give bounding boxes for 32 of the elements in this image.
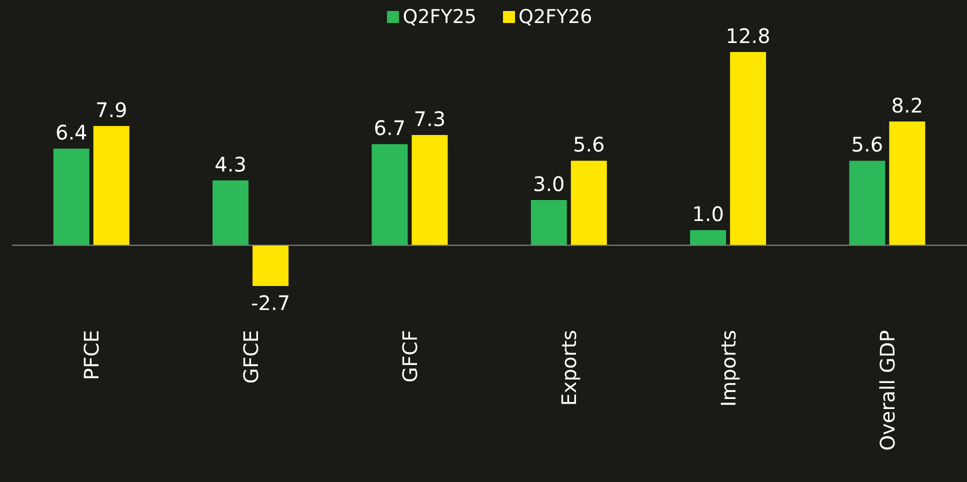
- data-label: 8.2: [891, 93, 924, 118]
- bar: [690, 230, 726, 246]
- bar: [730, 52, 766, 246]
- x-tick-label: Imports: [716, 330, 740, 407]
- data-label: 12.8: [726, 24, 770, 48]
- bar: [412, 135, 448, 246]
- bar: [212, 180, 249, 246]
- bar: [849, 160, 886, 246]
- data-label: 5.6: [572, 132, 605, 157]
- x-tick-label: Overall GDP: [875, 330, 900, 451]
- bar: [570, 160, 607, 246]
- x-tick-label: GFCF: [398, 330, 422, 382]
- data-label: 3.0: [532, 172, 565, 196]
- data-label: 5.6: [851, 132, 884, 157]
- data-label: 7.3: [414, 107, 446, 132]
- bar: [372, 144, 408, 246]
- bar: [53, 148, 90, 246]
- x-tick-label: GFCE: [238, 330, 263, 384]
- data-label: 7.9: [95, 98, 128, 122]
- data-label: 6.4: [55, 120, 88, 145]
- data-label: -2.7: [251, 291, 290, 315]
- legend-label: Q2FY25: [402, 6, 476, 28]
- data-label: 1.0: [692, 202, 724, 226]
- x-tick-label: PFCE: [80, 330, 104, 380]
- legend-label: Q2FY26: [518, 6, 592, 28]
- bar: [530, 200, 567, 246]
- data-label: 4.3: [214, 152, 246, 176]
- bar: [889, 121, 926, 246]
- x-tick-label: Exports: [557, 330, 582, 406]
- bar: [93, 126, 130, 246]
- data-label: 6.7: [374, 116, 406, 140]
- bar: [252, 245, 289, 286]
